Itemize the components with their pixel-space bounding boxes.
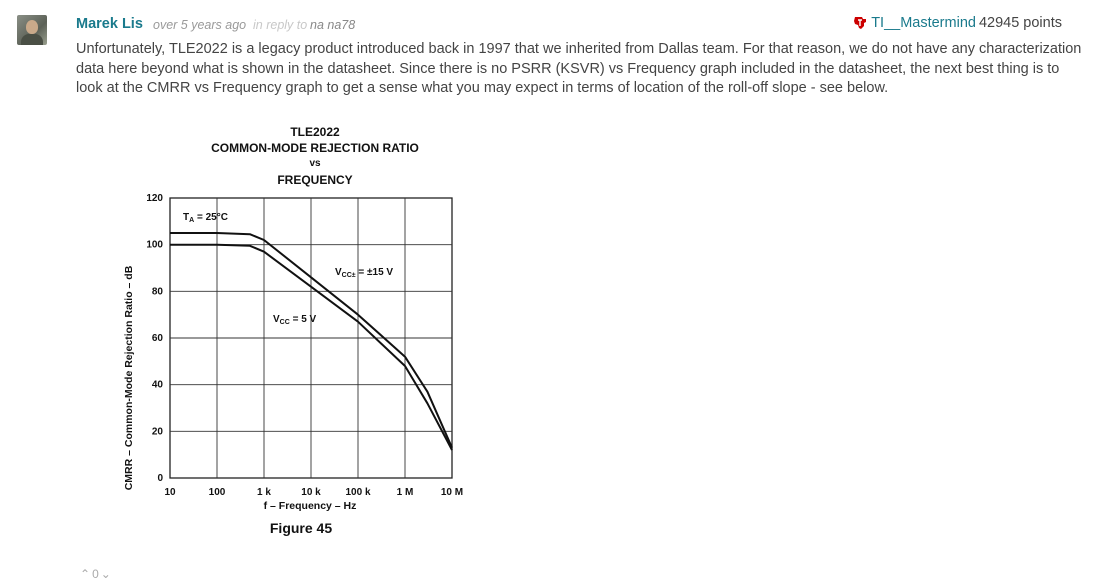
figure-caption: Figure 45 bbox=[270, 520, 332, 536]
x-tick-label: 1 k bbox=[257, 487, 271, 498]
chevron-down-icon[interactable]: ⌄ bbox=[100, 567, 111, 581]
reply-to-link[interactable]: na na78 bbox=[310, 18, 356, 32]
annotation-vcc-5: VCC = 5 V bbox=[273, 314, 317, 326]
chart-grid bbox=[169, 197, 453, 479]
vote-control: ⌃ 0 ⌄ bbox=[80, 567, 111, 581]
datasheet-figure: TLE2022 COMMON-MODE REJECTION RATIO vs F… bbox=[115, 120, 475, 540]
figure-title-line-2: COMMON-MODE REJECTION RATIO bbox=[211, 141, 419, 155]
x-tick-label: 10 bbox=[164, 487, 176, 498]
chart-lines bbox=[170, 232, 453, 451]
annotation-ta: TA = 25°C bbox=[183, 212, 228, 224]
y-tick-label: 40 bbox=[152, 380, 164, 391]
y-tick-label: 100 bbox=[146, 240, 163, 251]
reply-prefix: in reply to bbox=[253, 18, 308, 32]
figure-title-line-3: vs bbox=[309, 158, 321, 169]
y-axis-label: CMRR – Common-Mode Rejection Ratio – dB bbox=[123, 265, 135, 490]
comment-header: Marek Lis over 5 years ago in reply to n… bbox=[76, 14, 1076, 36]
reputation-points: 42945 points bbox=[978, 15, 1062, 31]
x-axis-label: f – Frequency – Hz bbox=[264, 500, 357, 512]
figure-title-line-1: TLE2022 bbox=[290, 125, 340, 139]
timestamp: over 5 years ago bbox=[153, 18, 247, 32]
ti-logo-icon bbox=[854, 17, 867, 29]
annotation-vcc-15: VCC± = ±15 V bbox=[335, 267, 393, 279]
series-line-2 bbox=[170, 243, 453, 451]
reputation: TI__Mastermind 42945 points bbox=[852, 15, 1062, 31]
comment-body: Unfortunately, TLE2022 is a legacy produ… bbox=[76, 41, 1082, 96]
x-tick-label: 10 M bbox=[441, 487, 463, 498]
author-link[interactable]: Marek Lis bbox=[76, 16, 143, 32]
x-tick-label: 1 M bbox=[397, 487, 414, 498]
x-tick-label: 10 k bbox=[301, 487, 321, 498]
y-tick-label: 120 bbox=[146, 193, 163, 204]
x-tick-label: 100 k bbox=[345, 487, 370, 498]
figure-title-line-4: FREQUENCY bbox=[277, 173, 353, 187]
chevron-up-icon[interactable]: ⌃ bbox=[80, 567, 91, 581]
x-tick-label: 100 bbox=[209, 487, 226, 498]
y-tick-label: 20 bbox=[152, 426, 164, 437]
vote-count: 0 bbox=[92, 567, 99, 581]
y-tick-label: 80 bbox=[152, 286, 164, 297]
chart-ticks: 10 100 1 k 10 k 100 k 1 M 10 M 0 20 40 60 80 100 120 bbox=[146, 193, 463, 498]
reputation-user-link[interactable]: TI__Mastermind bbox=[871, 15, 976, 31]
y-tick-label: 60 bbox=[152, 333, 164, 344]
y-tick-label: 0 bbox=[157, 473, 163, 484]
avatar[interactable] bbox=[17, 15, 47, 45]
series-line-1 bbox=[170, 232, 453, 449]
